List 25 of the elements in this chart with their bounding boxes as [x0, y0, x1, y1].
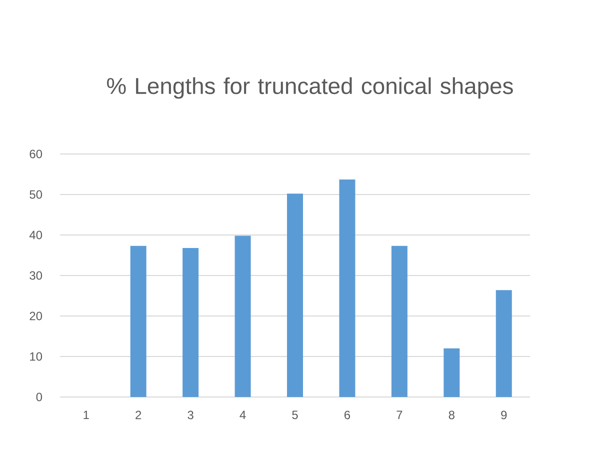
y-tick-label: 40 — [29, 230, 42, 240]
chart-title: % Lengths for truncated conical shapes — [107, 77, 513, 99]
x-tick-label: 9 — [501, 410, 507, 420]
y-tick-label: 10 — [30, 352, 42, 361]
x-tick-label: 1 — [84, 410, 89, 419]
x-tick-label: 5 — [292, 410, 298, 420]
y-tick-label: 30 — [30, 271, 42, 280]
x-tick-label: 7 — [396, 410, 402, 419]
bar — [287, 194, 304, 397]
y-tick-label: 60 — [30, 150, 42, 158]
x-tick-label: 2 — [136, 410, 142, 420]
x-tick-label: 3 — [188, 410, 194, 420]
bar — [496, 290, 512, 397]
bar — [391, 246, 408, 397]
x-tick-label: 6 — [344, 410, 350, 420]
y-tick-label: 50 — [30, 190, 42, 199]
bar — [339, 180, 356, 397]
y-tick-label: 0 — [36, 392, 42, 402]
x-tick-label: 4 — [240, 410, 246, 419]
bar — [234, 236, 251, 397]
x-tick-label: 8 — [448, 410, 454, 420]
bar — [444, 348, 460, 397]
y-tick-label: 20 — [30, 312, 42, 320]
bar — [182, 248, 199, 397]
bar — [130, 246, 146, 397]
